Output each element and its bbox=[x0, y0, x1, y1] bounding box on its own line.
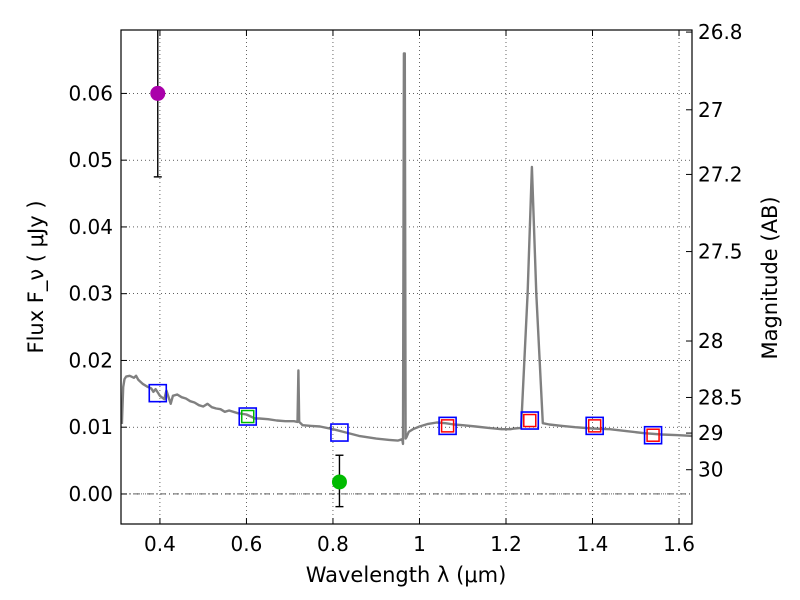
gridlines bbox=[121, 30, 692, 524]
y-tick-label: 0.00 bbox=[68, 482, 113, 506]
mag-tick-label: 27.2 bbox=[698, 162, 743, 186]
model-photometry-square bbox=[238, 407, 258, 426]
observed-photometry-square bbox=[240, 409, 255, 424]
x-tick-label: 1.4 bbox=[577, 532, 609, 556]
x-tick-label: 1.2 bbox=[490, 532, 522, 556]
y-tick-label: 0.02 bbox=[68, 348, 113, 372]
y-axis-title: Flux F_ν ( μJy ) bbox=[24, 200, 49, 353]
y2-axis-title: Magnitude (AB) bbox=[758, 196, 782, 359]
x-tick-label: 1.6 bbox=[663, 532, 695, 556]
spectrum-layer bbox=[120, 52, 693, 446]
x-tick-label: 1 bbox=[413, 532, 426, 556]
y-tick-label: 0.04 bbox=[68, 215, 113, 239]
mag-tick-label: 30 bbox=[698, 458, 723, 482]
spectrum-line bbox=[120, 52, 693, 446]
detection-point bbox=[150, 85, 166, 101]
x-tick-label: 0.6 bbox=[231, 532, 263, 556]
model-photometry-square bbox=[643, 425, 663, 445]
observed-photometry-square bbox=[440, 419, 455, 433]
y-tick-label: 0.01 bbox=[68, 415, 113, 439]
y-tick-label: 0.03 bbox=[68, 282, 113, 306]
plot-frame bbox=[120, 29, 693, 525]
model-photometry-square bbox=[330, 423, 349, 442]
y-tick-label: 0.06 bbox=[68, 81, 113, 105]
y-tick-label: 0.05 bbox=[68, 148, 113, 172]
detection-point bbox=[331, 474, 347, 490]
marker-layer bbox=[148, 85, 663, 490]
model-photometry-square bbox=[520, 411, 540, 430]
mag-tick-label: 28.5 bbox=[698, 385, 743, 409]
observed-photometry-square bbox=[646, 428, 660, 442]
x-axis-title: Wavelength λ (μm) bbox=[306, 563, 507, 587]
mag-tick-label: 28 bbox=[698, 329, 723, 353]
x-tick-label: 0.4 bbox=[144, 532, 176, 556]
model-photometry-square bbox=[585, 416, 604, 436]
axis-ticks: 0.4 0.6 0.8 1 1.2 1.4 1.6 0.00 0.01 0.02 0.03 0.04 0… bbox=[68, 20, 742, 556]
observed-photometry-square bbox=[523, 413, 537, 428]
model-photometry-square bbox=[148, 383, 168, 403]
mag-tick-label: 27.5 bbox=[698, 240, 743, 264]
model-photometry-square bbox=[438, 416, 457, 436]
mag-tick-label: 27 bbox=[698, 98, 723, 122]
mag-tick-label: 26.8 bbox=[698, 20, 743, 44]
mag-tick-label: 29 bbox=[698, 421, 723, 445]
observed-photometry-square bbox=[587, 419, 602, 433]
x-tick-label: 0.8 bbox=[317, 532, 349, 556]
